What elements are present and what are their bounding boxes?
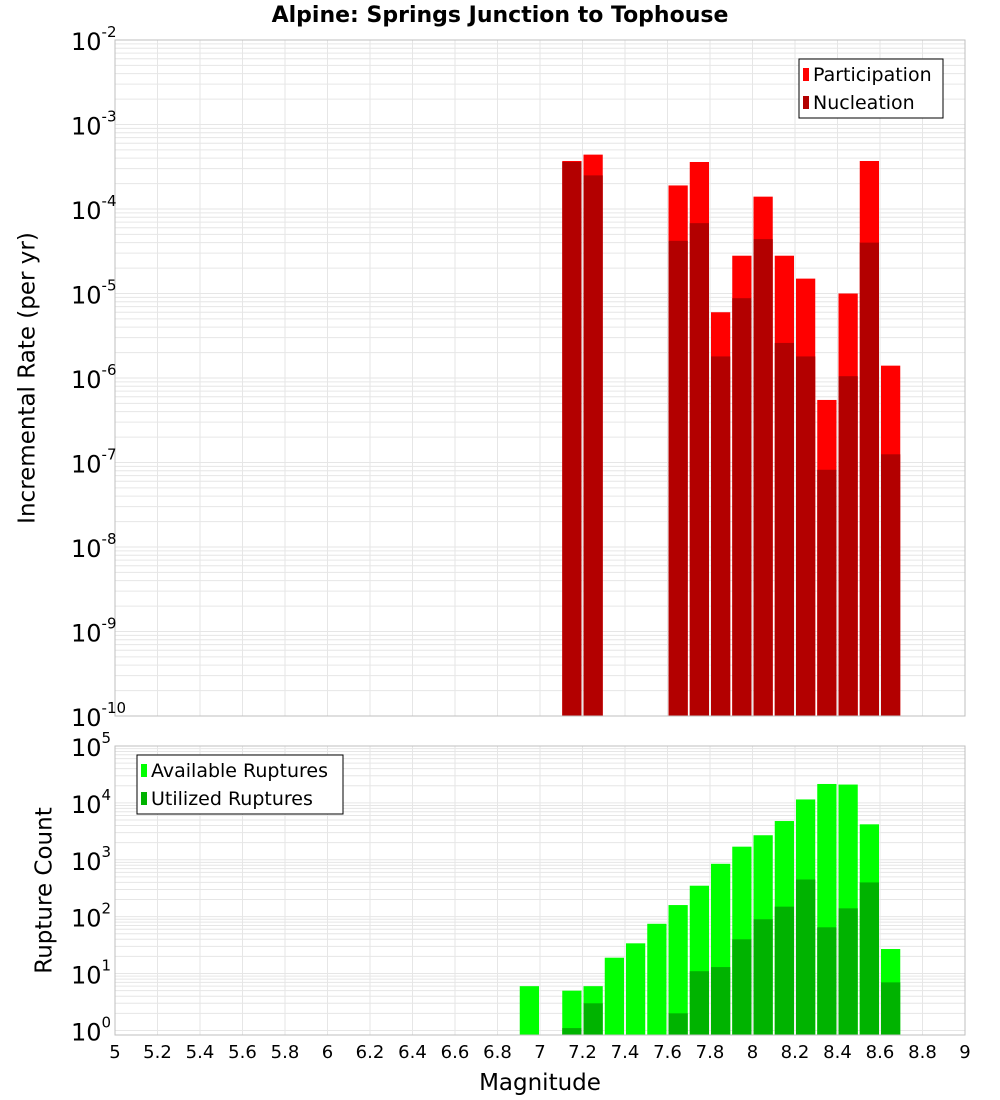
- available-ruptures-bar: [647, 923, 667, 1035]
- x-tick-label: 8.4: [823, 1042, 852, 1063]
- utilized-ruptures-bar: [838, 908, 858, 1035]
- x-axis-label: Magnitude: [479, 1070, 601, 1096]
- legend-entry: Utilized Ruptures: [151, 788, 313, 810]
- available-ruptures-bar: [668, 905, 688, 1035]
- legend-box: [136, 754, 344, 815]
- rate-panel: 10-10 10-9 10-8 10-7 10-6 10-5 10-4 10-3 10-2 In…: [15, 23, 966, 732]
- y-tick-label: 101: [71, 957, 111, 990]
- nucleation-bar: [562, 161, 582, 716]
- available-ruptures-bar: [604, 957, 624, 1035]
- x-tick-label: 8.6: [866, 1042, 895, 1063]
- x-tick-label: 6.6: [441, 1042, 470, 1063]
- available-ruptures-bar: [626, 943, 646, 1035]
- nucleation-bar: [774, 342, 794, 716]
- rate-panel-y-ticks: 10-10 10-9 10-8 10-7 10-6 10-5 10-4 10-3 10-2: [71, 23, 126, 732]
- utilized-ruptures-bar: [881, 982, 901, 1035]
- utilized-ruptures-bar: [774, 906, 794, 1035]
- available-ruptures-bar: [562, 990, 582, 1035]
- x-tick-label: 8.8: [908, 1042, 937, 1063]
- rate-panel-bars: [562, 154, 901, 717]
- chart-title: Alpine: Springs Junction to Tophouse: [272, 3, 729, 28]
- legend-entry: Available Ruptures: [151, 760, 328, 782]
- x-tick-label: 5.2: [143, 1042, 172, 1063]
- y-tick-label: 10-10: [71, 699, 126, 732]
- utilized-ruptures-bar: [732, 939, 752, 1035]
- nucleation-bar: [668, 240, 688, 716]
- x-tick-label: 6.8: [483, 1042, 512, 1063]
- utilized-ruptures-bar: [562, 1028, 582, 1035]
- nucleation-bar: [817, 469, 837, 716]
- x-tick-label: 5.8: [271, 1042, 300, 1063]
- x-tick-label: 8.2: [781, 1042, 810, 1063]
- x-tick-label: 5.4: [186, 1042, 215, 1063]
- utilized-ruptures-bar: [859, 882, 879, 1035]
- nucleation-bar: [711, 356, 731, 716]
- y-tick-label: 104: [71, 786, 111, 819]
- utilized-ruptures-bar: [796, 879, 816, 1035]
- rate-panel-grid: [114, 39, 966, 717]
- utilized-ruptures-bar: [753, 919, 773, 1035]
- y-tick-label: 10-3: [71, 108, 117, 141]
- utilized-ruptures-bar: [817, 927, 837, 1035]
- y-tick-label: 102: [71, 900, 111, 933]
- legend-swatch: [803, 68, 809, 81]
- y-tick-label: 10-9: [71, 615, 117, 648]
- nucleation-bar: [689, 223, 709, 716]
- utilized-ruptures-bar: [711, 967, 731, 1035]
- count-panel-y-label: Rupture Count: [32, 807, 58, 973]
- x-tick-label: 9: [959, 1042, 970, 1063]
- legend-swatch: [141, 792, 147, 805]
- x-tick-label: 8: [747, 1042, 758, 1063]
- nucleation-bar: [583, 175, 603, 716]
- y-tick-label: 105: [71, 729, 111, 762]
- y-tick-label: 10-2: [71, 23, 117, 56]
- count-panel-legend: Available Ruptures Utilized Ruptures: [136, 754, 344, 815]
- utilized-ruptures-bar: [583, 1003, 603, 1035]
- x-tick-label: 7.8: [696, 1042, 725, 1063]
- nucleation-bar: [732, 298, 752, 716]
- x-axis-ticks: 5 5.2 5.4 5.6 5.8 6 6.2 6.4 6.6 6.8 7 7.2 7.4 7.6 7.8 8…: [109, 1042, 970, 1063]
- legend-swatch: [803, 96, 809, 109]
- rate-panel-legend: Participation Nucleation: [798, 58, 944, 119]
- legend-entry: Nucleation: [813, 92, 915, 114]
- legend-swatch: [141, 764, 147, 777]
- count-panel-bars: [519, 783, 901, 1035]
- nucleation-bar: [753, 239, 773, 717]
- x-tick-label: 6.2: [356, 1042, 385, 1063]
- rate-panel-frame: [114, 39, 966, 717]
- y-tick-label: 10-5: [71, 277, 117, 310]
- x-tick-label: 7.2: [568, 1042, 597, 1063]
- y-tick-label: 10-8: [71, 530, 117, 563]
- count-panel: 100 101 102 103 104 105 Rupture Count Availab…: [32, 729, 966, 1046]
- y-tick-label: 100: [71, 1013, 111, 1046]
- available-ruptures-bar: [519, 986, 539, 1035]
- y-tick-label: 10-6: [71, 361, 117, 394]
- x-tick-label: 7.6: [653, 1042, 682, 1063]
- nucleation-bar: [859, 242, 879, 717]
- rate-panel-y-label: Incremental Rate (per yr): [15, 232, 41, 524]
- legend-box: [798, 58, 944, 119]
- nucleation-bar: [881, 454, 901, 716]
- nucleation-bar: [838, 376, 858, 716]
- utilized-ruptures-bar: [689, 971, 709, 1035]
- x-tick-label: 7: [534, 1042, 545, 1063]
- legend-entry: Participation: [813, 64, 932, 86]
- x-tick-label: 6.4: [398, 1042, 427, 1063]
- count-panel-frame: [114, 745, 966, 1036]
- count-panel-y-ticks: 100 101 102 103 104 105: [71, 729, 111, 1046]
- y-tick-label: 10-7: [71, 446, 117, 479]
- x-tick-label: 5.6: [228, 1042, 257, 1063]
- x-tick-label: 6: [322, 1042, 333, 1063]
- y-tick-label: 103: [71, 843, 111, 876]
- nucleation-bar: [796, 356, 816, 716]
- x-tick-label: 7.4: [611, 1042, 640, 1063]
- x-tick-label: 5: [109, 1042, 120, 1063]
- y-tick-label: 10-4: [71, 192, 117, 225]
- utilized-ruptures-bar: [668, 1013, 688, 1035]
